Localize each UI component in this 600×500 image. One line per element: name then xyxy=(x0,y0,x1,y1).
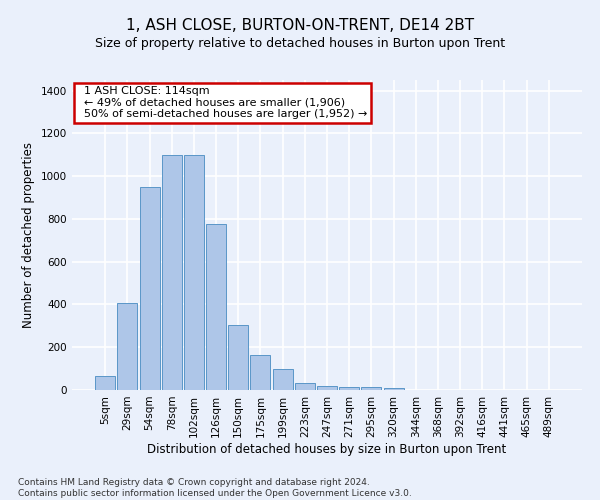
Bar xyxy=(162,155,182,390)
Bar xyxy=(272,368,293,390)
Bar xyxy=(317,386,337,390)
Bar xyxy=(295,382,315,390)
Bar xyxy=(339,387,359,390)
Text: Contains HM Land Registry data © Crown copyright and database right 2024.
Contai: Contains HM Land Registry data © Crown c… xyxy=(18,478,412,498)
Bar xyxy=(95,376,115,390)
Bar xyxy=(118,304,137,390)
Bar xyxy=(361,387,382,390)
Bar xyxy=(184,155,204,390)
Text: 1, ASH CLOSE, BURTON-ON-TRENT, DE14 2BT: 1, ASH CLOSE, BURTON-ON-TRENT, DE14 2BT xyxy=(126,18,474,32)
Bar xyxy=(228,325,248,390)
Bar xyxy=(140,187,160,390)
Text: Size of property relative to detached houses in Burton upon Trent: Size of property relative to detached ho… xyxy=(95,38,505,51)
Bar xyxy=(250,354,271,390)
Bar xyxy=(206,224,226,390)
Bar xyxy=(383,388,404,390)
X-axis label: Distribution of detached houses by size in Burton upon Trent: Distribution of detached houses by size … xyxy=(148,442,506,456)
Text: 1 ASH CLOSE: 114sqm
  ← 49% of detached houses are smaller (1,906)
  50% of semi: 1 ASH CLOSE: 114sqm ← 49% of detached ho… xyxy=(77,86,367,120)
Y-axis label: Number of detached properties: Number of detached properties xyxy=(22,142,35,328)
